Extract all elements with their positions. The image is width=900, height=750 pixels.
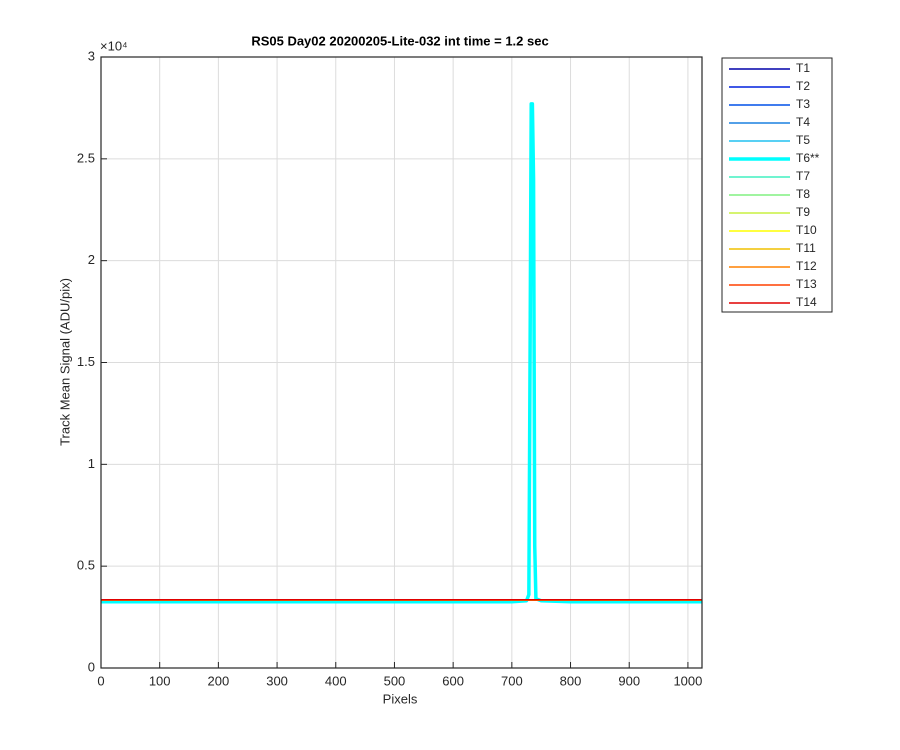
x-tick-label: 300 [266, 673, 288, 688]
legend-label: T13 [796, 277, 817, 291]
legend-label: T10 [796, 223, 817, 237]
legend-box [721, 57, 833, 313]
legend-label: T2 [796, 79, 810, 93]
plot-frame [100, 56, 703, 669]
x-tick-label: 100 [149, 673, 171, 688]
legend-label: T7 [796, 169, 810, 183]
x-tick-label: 700 [501, 673, 523, 688]
x-tick-label: 500 [384, 673, 406, 688]
x-tick-label: 900 [618, 673, 640, 688]
legend-label: T14 [796, 295, 817, 309]
legend-label: T6** [796, 151, 820, 165]
legend-label: T4 [796, 115, 810, 129]
legend-label: T8 [796, 187, 810, 201]
y-tick-label: 1 [88, 456, 95, 471]
legend-label: T9 [796, 205, 810, 219]
y-tick-label: 2 [88, 252, 95, 267]
x-axis-label: Pixels [383, 691, 418, 706]
y-axis-label: Track Mean Signal (ADU/pix) [57, 278, 72, 446]
legend-label: T1 [796, 61, 810, 75]
x-tick-label: 600 [442, 673, 464, 688]
x-tick-label: 1000 [673, 673, 702, 688]
x-tick-label: 200 [208, 673, 230, 688]
legend-label: T5 [796, 133, 810, 147]
y-multiplier: ×10⁴ [100, 38, 128, 53]
y-tick-label: 0.5 [77, 558, 95, 573]
y-tick-label: 1.5 [77, 354, 95, 369]
x-tick-label: 400 [325, 673, 347, 688]
x-tick-label: 0 [97, 673, 104, 688]
x-tick-label: 800 [560, 673, 582, 688]
legend-label: T3 [796, 97, 810, 111]
y-tick-label: 3 [88, 48, 95, 63]
y-tick-label: 0 [88, 659, 95, 674]
chart-title: RS05 Day02 20200205-Lite-032 int time = … [251, 33, 548, 48]
legend-label: T12 [796, 259, 817, 273]
legend-label: T11 [796, 241, 816, 255]
y-tick-label: 2.5 [77, 150, 95, 165]
